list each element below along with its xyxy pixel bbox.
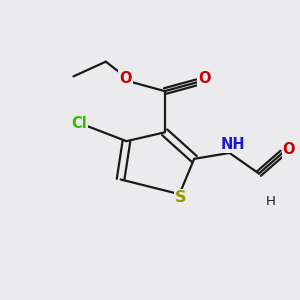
Text: O: O [120, 71, 132, 86]
Text: Cl: Cl [71, 116, 87, 131]
Text: O: O [198, 71, 211, 86]
Text: NH: NH [221, 137, 245, 152]
Text: H: H [266, 195, 276, 208]
Text: O: O [283, 142, 295, 158]
Text: S: S [175, 190, 187, 205]
